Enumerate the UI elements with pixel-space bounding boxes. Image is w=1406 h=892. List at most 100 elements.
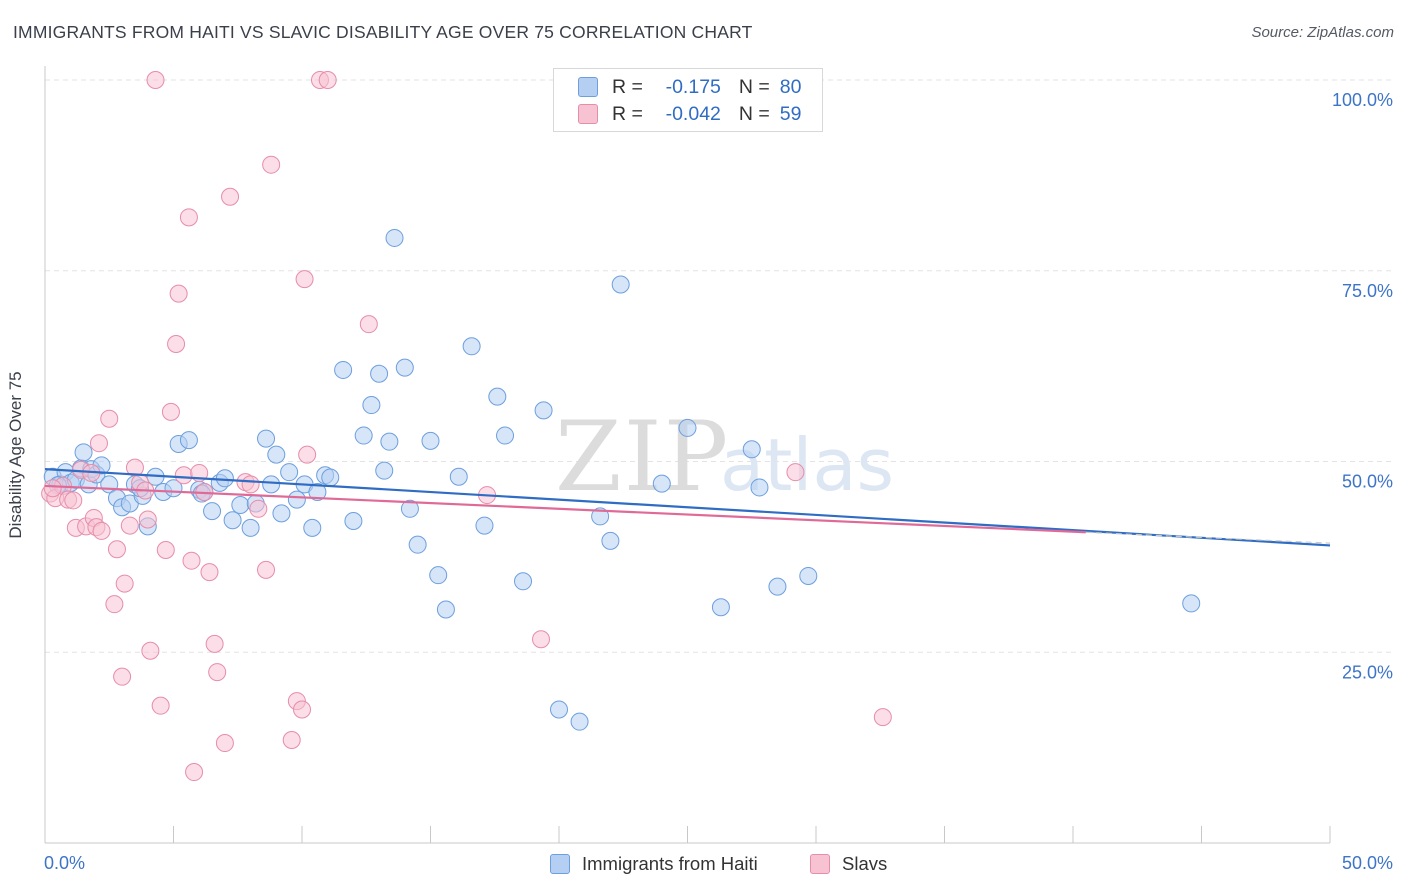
legend-r-label: R = xyxy=(612,75,643,98)
data-point xyxy=(591,507,610,526)
data-point xyxy=(64,491,83,510)
tick-labels: 25.0% 50.0% 75.0% 100.0% 0.0% 50.0% xyxy=(44,90,1393,873)
data-point xyxy=(375,461,394,480)
gridlines xyxy=(45,79,1392,653)
data-point xyxy=(169,284,188,303)
y-tick-label: 75.0% xyxy=(1342,281,1393,301)
data-point xyxy=(156,541,175,560)
data-point xyxy=(151,696,170,715)
data-point xyxy=(215,469,234,488)
source-label: Source: ZipAtlas.com xyxy=(1251,24,1394,41)
data-point xyxy=(786,463,805,482)
data-point xyxy=(799,566,818,585)
data-point xyxy=(241,475,260,494)
data-point xyxy=(208,663,227,682)
trend-line-haiti xyxy=(44,468,1331,547)
data-point xyxy=(359,315,378,334)
data-point xyxy=(395,358,414,377)
data-point xyxy=(678,418,697,437)
data-point xyxy=(249,499,268,518)
data-point xyxy=(280,463,299,482)
data-point xyxy=(308,483,327,502)
data-point xyxy=(200,563,219,582)
data-point xyxy=(408,535,427,554)
data-point xyxy=(421,431,440,450)
legend-r-value-haiti: -0.175 xyxy=(665,75,721,98)
data-point xyxy=(362,396,381,415)
data-point xyxy=(105,595,124,614)
data-point xyxy=(257,429,276,448)
data-point xyxy=(380,432,399,451)
data-point xyxy=(262,475,281,494)
trend-line-slavs xyxy=(44,484,1086,534)
legend-r-label: R = xyxy=(612,102,643,125)
data-point xyxy=(215,734,234,753)
data-point xyxy=(611,275,630,294)
axes xyxy=(44,66,1331,844)
x-tick-label: 50.0% xyxy=(1342,853,1393,873)
data-point xyxy=(92,521,111,540)
data-point xyxy=(400,499,419,518)
data-point xyxy=(873,708,892,727)
data-point xyxy=(742,440,761,459)
data-point xyxy=(303,518,322,537)
watermark-zip: ZIP xyxy=(555,401,730,513)
series-swatch-slavs xyxy=(810,854,830,874)
stats-legend: R = -0.175 N = 80 R = -0.042 N = 59 xyxy=(553,68,823,132)
data-point xyxy=(514,572,533,591)
data-point xyxy=(344,512,363,531)
data-point xyxy=(257,560,276,579)
data-point xyxy=(462,337,481,356)
data-point xyxy=(449,467,468,486)
trend-line-slavs-extension xyxy=(1085,531,1331,544)
data-point xyxy=(141,641,160,660)
data-point xyxy=(74,443,93,462)
data-point xyxy=(185,763,204,782)
data-point xyxy=(532,630,551,649)
data-point xyxy=(768,577,787,596)
data-point xyxy=(167,334,186,353)
x-tick-label: 0.0% xyxy=(44,853,85,873)
data-point xyxy=(146,71,165,89)
data-point xyxy=(652,474,671,493)
data-point xyxy=(262,155,281,174)
data-point xyxy=(295,270,314,289)
data-point xyxy=(221,187,240,206)
legend-n-label: N = xyxy=(738,102,770,125)
data-point xyxy=(287,490,306,509)
data-point xyxy=(750,478,769,497)
series-name-slavs: Slavs xyxy=(842,853,888,874)
legend-n-value-slavs: 59 xyxy=(779,102,802,125)
data-point xyxy=(354,426,373,445)
y-tick-label: 50.0% xyxy=(1342,472,1393,492)
data-point xyxy=(107,540,126,559)
y-tick-label: 25.0% xyxy=(1342,662,1393,682)
data-point xyxy=(205,634,224,653)
data-point xyxy=(174,466,193,485)
data-point xyxy=(711,598,730,617)
data-point xyxy=(179,208,198,227)
trend-lines xyxy=(44,468,1331,547)
data-point xyxy=(436,600,455,619)
data-point xyxy=(293,700,311,719)
data-point xyxy=(570,712,589,731)
chart-title: IMMIGRANTS FROM HAITI VS SLAVIC DISABILI… xyxy=(13,22,753,42)
legend-r-value-slavs: -0.042 xyxy=(665,102,721,125)
data-point xyxy=(223,511,242,530)
data-point xyxy=(429,566,448,585)
data-point xyxy=(334,360,353,379)
watermark-atlas: atlas xyxy=(720,423,894,507)
data-point xyxy=(321,468,340,487)
data-point xyxy=(115,574,134,593)
series-swatch-haiti xyxy=(550,854,570,874)
data-point xyxy=(298,445,317,464)
data-point xyxy=(89,434,108,453)
legend-swatch-slavs xyxy=(578,104,598,124)
data-point xyxy=(203,502,222,521)
data-point xyxy=(601,531,620,550)
data-point xyxy=(282,730,301,749)
data-point xyxy=(182,551,201,570)
legend-row-slavs: R = -0.042 N = 59 xyxy=(578,102,801,126)
data-point xyxy=(318,71,337,89)
data-point xyxy=(267,445,286,464)
